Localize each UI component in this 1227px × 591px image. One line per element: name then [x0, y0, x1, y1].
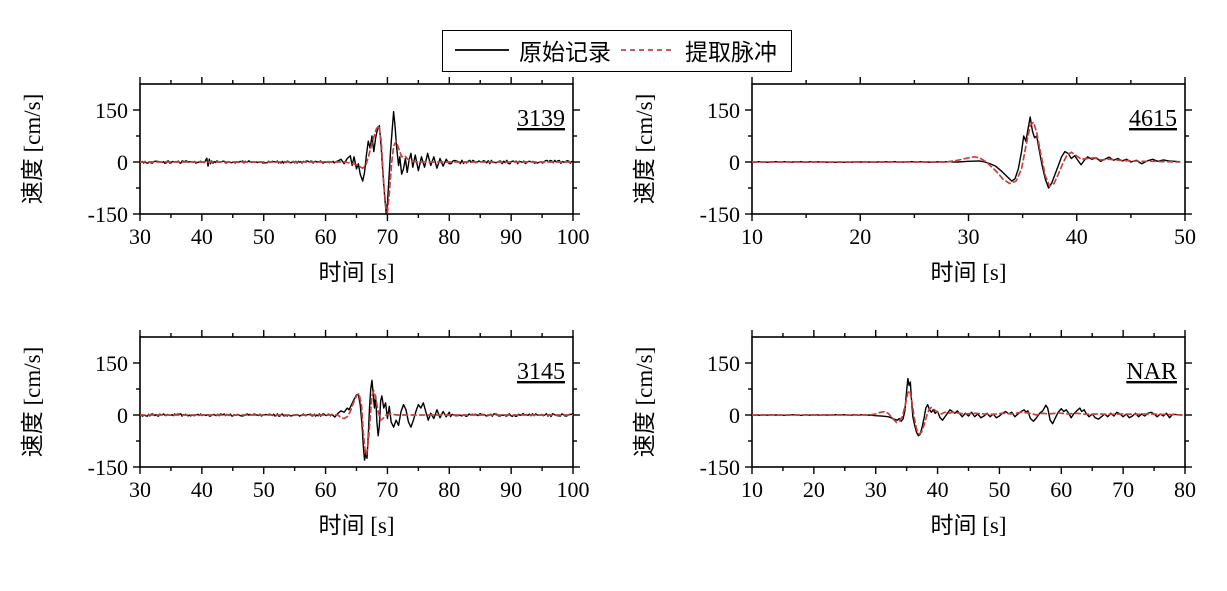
station-label: 3139: [517, 106, 565, 132]
x-tick-label: 10: [741, 224, 763, 249]
x-tick-label: 80: [438, 477, 460, 502]
x-tick-label: 20: [849, 224, 871, 249]
x-tick-label: 20: [803, 477, 825, 502]
x-axis-title: 时间 [s]: [318, 513, 394, 538]
series-pulse: [140, 124, 573, 214]
x-tick-label: 50: [253, 224, 275, 249]
legend-solid-line-sample: [455, 49, 509, 51]
x-tick-label: 100: [557, 477, 590, 502]
x-tick-label: 30: [865, 477, 887, 502]
x-tick-label: 80: [438, 224, 460, 249]
x-tick-label: 10: [741, 477, 763, 502]
x-tick-label: 100: [557, 224, 590, 249]
y-axis-title: 速度 [cm/s]: [20, 347, 45, 458]
x-tick-label: 80: [1174, 477, 1196, 502]
y-tick-label: 0: [729, 403, 740, 428]
series-record: [752, 377, 1183, 437]
series-record: [140, 379, 573, 461]
y-tick-label: 0: [117, 403, 128, 428]
subplot-top-right-4615: 10 20 30 40 50 -150 0 150 时间 [s] 速度 [cm/s] 4615: [632, 77, 1196, 285]
series-pulse: [752, 389, 1183, 435]
y-tick-label: 150: [707, 351, 740, 376]
x-tick-label: 50: [253, 477, 275, 502]
x-axis-title: 时间 [s]: [930, 513, 1006, 538]
x-axis-title: 时间 [s]: [930, 260, 1006, 285]
y-tick-label: -150: [88, 455, 128, 480]
subplot-top-left-3139: 30 40 50 60 70 80 90 100 -150 0 150 时间 [s] 速度 [cm/s]…: [20, 77, 590, 285]
y-tick-label: -150: [700, 455, 740, 480]
legend-dashed-line-sample: [621, 49, 675, 51]
x-tick-label: 70: [376, 224, 398, 249]
x-tick-label: 40: [191, 224, 213, 249]
subplot-bottom-right-NAR: 10 20 30 40 50 60 70 80 -150 0 150 时间 [s] 速度 [cm/s] N…: [632, 330, 1196, 538]
y-tick-label: 0: [729, 150, 740, 175]
y-tick-label: 150: [95, 98, 128, 123]
station-label: 3145: [517, 359, 565, 385]
y-tick-label: 150: [95, 351, 128, 376]
y-tick-label: -150: [700, 202, 740, 227]
y-tick-label: 150: [707, 98, 740, 123]
x-tick-label: 40: [191, 477, 213, 502]
station-label: 4615: [1129, 106, 1177, 132]
x-tick-label: 30: [129, 224, 151, 249]
legend: 原始记录 提取脉冲: [442, 30, 792, 72]
y-axis-title: 速度 [cm/s]: [632, 347, 657, 458]
x-tick-label: 70: [376, 477, 398, 502]
station-label: NAR: [1126, 359, 1177, 385]
x-tick-label: 40: [927, 477, 949, 502]
legend-label-pulse: 提取脉冲: [685, 40, 777, 65]
x-tick-label: 60: [315, 224, 337, 249]
x-tick-label: 30: [958, 224, 980, 249]
x-tick-label: 50: [1174, 224, 1196, 249]
y-tick-label: -150: [88, 202, 128, 227]
x-tick-label: 70: [1112, 477, 1134, 502]
x-tick-label: 90: [500, 477, 522, 502]
series-pulse: [140, 389, 573, 456]
series-pulse: [752, 121, 1181, 188]
x-tick-label: 60: [1050, 477, 1072, 502]
x-tick-label: 30: [129, 477, 151, 502]
subplot-bottom-left-3145: 30 40 50 60 70 80 90 100 -150 0 150 时间 [s] 速度 [cm/s]…: [20, 330, 590, 538]
series-record: [752, 116, 1181, 189]
y-axis-title: 速度 [cm/s]: [20, 94, 45, 205]
x-tick-label: 50: [988, 477, 1010, 502]
y-tick-label: 0: [117, 150, 128, 175]
legend-label-original: 原始记录: [519, 40, 611, 65]
x-tick-label: 90: [500, 224, 522, 249]
y-axis-title: 速度 [cm/s]: [632, 94, 657, 205]
x-axis-title: 时间 [s]: [318, 260, 394, 285]
x-tick-label: 60: [315, 477, 337, 502]
x-tick-label: 40: [1066, 224, 1088, 249]
